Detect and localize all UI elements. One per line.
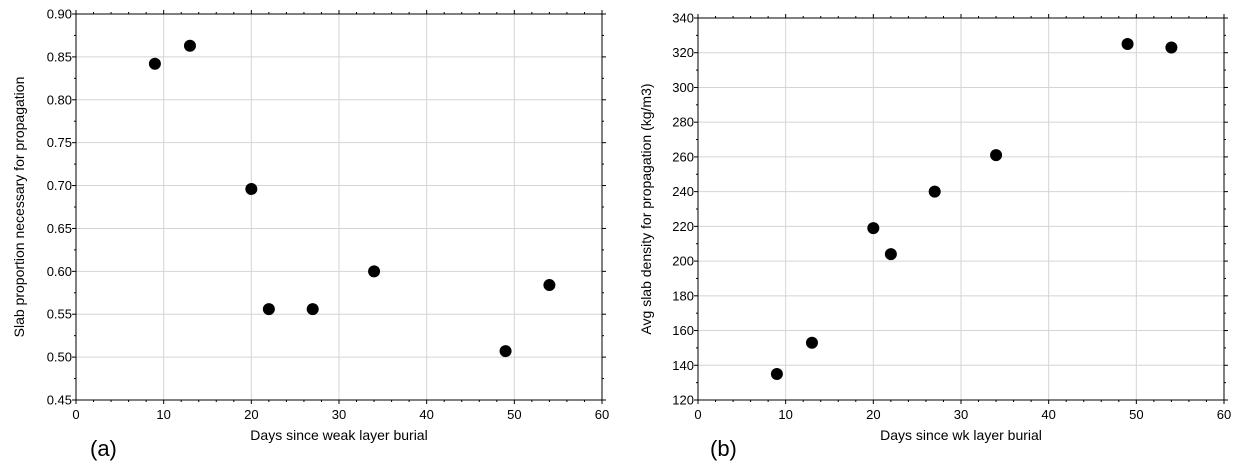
data-point: [148, 57, 161, 70]
y-tick-label: 0.75: [47, 135, 72, 150]
data-point: [805, 336, 818, 349]
y-tick-label: 0.45: [47, 393, 72, 408]
y-tick-label: 0.85: [47, 49, 72, 64]
x-axis-label: Days since weak layer burial: [250, 427, 427, 443]
y-tick-label: 120: [672, 393, 694, 408]
data-point: [990, 149, 1003, 162]
y-tick-label: 320: [672, 45, 694, 60]
data-point: [262, 303, 275, 316]
y-tick-label: 260: [672, 149, 694, 164]
y-tick-label: 0.90: [47, 7, 72, 22]
data-point: [1121, 38, 1134, 51]
x-tick-label: 30: [954, 407, 968, 422]
x-tick-label: 40: [1041, 407, 1055, 422]
x-tick-label: 20: [244, 407, 258, 422]
panel-label: (a): [90, 436, 117, 461]
x-tick-label: 0: [694, 407, 701, 422]
y-tick-label: 160: [672, 323, 694, 338]
y-tick-label: 0.80: [47, 92, 72, 107]
y-tick-label: 280: [672, 115, 694, 130]
x-tick-label: 60: [1217, 407, 1231, 422]
y-tick-label: 0.60: [47, 264, 72, 279]
y-tick-label: 0.70: [47, 178, 72, 193]
x-tick-label: 60: [595, 407, 609, 422]
x-tick-label: 50: [1129, 407, 1143, 422]
x-tick-label: 40: [419, 407, 433, 422]
x-tick-label: 50: [507, 407, 521, 422]
x-tick-label: 10: [156, 407, 170, 422]
y-tick-label: 200: [672, 254, 694, 269]
y-axis-label: Avg slab density for propagation (kg/m3): [638, 83, 654, 334]
data-point: [884, 248, 897, 261]
x-tick-label: 20: [866, 407, 880, 422]
data-point: [245, 182, 258, 195]
plot-frame: [697, 17, 1225, 401]
data-point: [867, 222, 880, 235]
y-tick-label: 180: [672, 288, 694, 303]
x-tick-label: 0: [72, 407, 79, 422]
data-point: [183, 39, 196, 52]
panel-label: (b): [710, 436, 737, 461]
plot-frame: [75, 13, 603, 401]
x-tick-label: 30: [332, 407, 346, 422]
data-point: [770, 367, 783, 380]
y-tick-label: 340: [672, 11, 694, 26]
data-point: [368, 265, 381, 278]
data-point: [1165, 41, 1178, 54]
data-point: [543, 279, 556, 292]
y-tick-label: 300: [672, 80, 694, 95]
x-tick-label: 10: [778, 407, 792, 422]
data-point: [306, 303, 319, 316]
y-tick-label: 220: [672, 219, 694, 234]
x-axis-label: Days since wk layer burial: [880, 427, 1042, 443]
chart-panel-b: 120 140 160 180 200 220 240 260 280 300 320 340 0 10 2…: [638, 11, 1231, 462]
data-point: [499, 345, 512, 358]
y-tick-label: 240: [672, 184, 694, 199]
y-tick-label: 0.65: [47, 221, 72, 236]
y-axis-label: Slab proportion necessary for propagatio…: [11, 77, 27, 338]
y-tick-label: 140: [672, 358, 694, 373]
chart-panel-a: 0.45 0.50 0.55 0.60 0.65 0.70 0.75 0.80 0.85 0.90…: [11, 7, 609, 462]
data-point: [928, 185, 941, 198]
y-tick-label: 0.55: [47, 307, 72, 322]
y-tick-label: 0.50: [47, 350, 72, 365]
